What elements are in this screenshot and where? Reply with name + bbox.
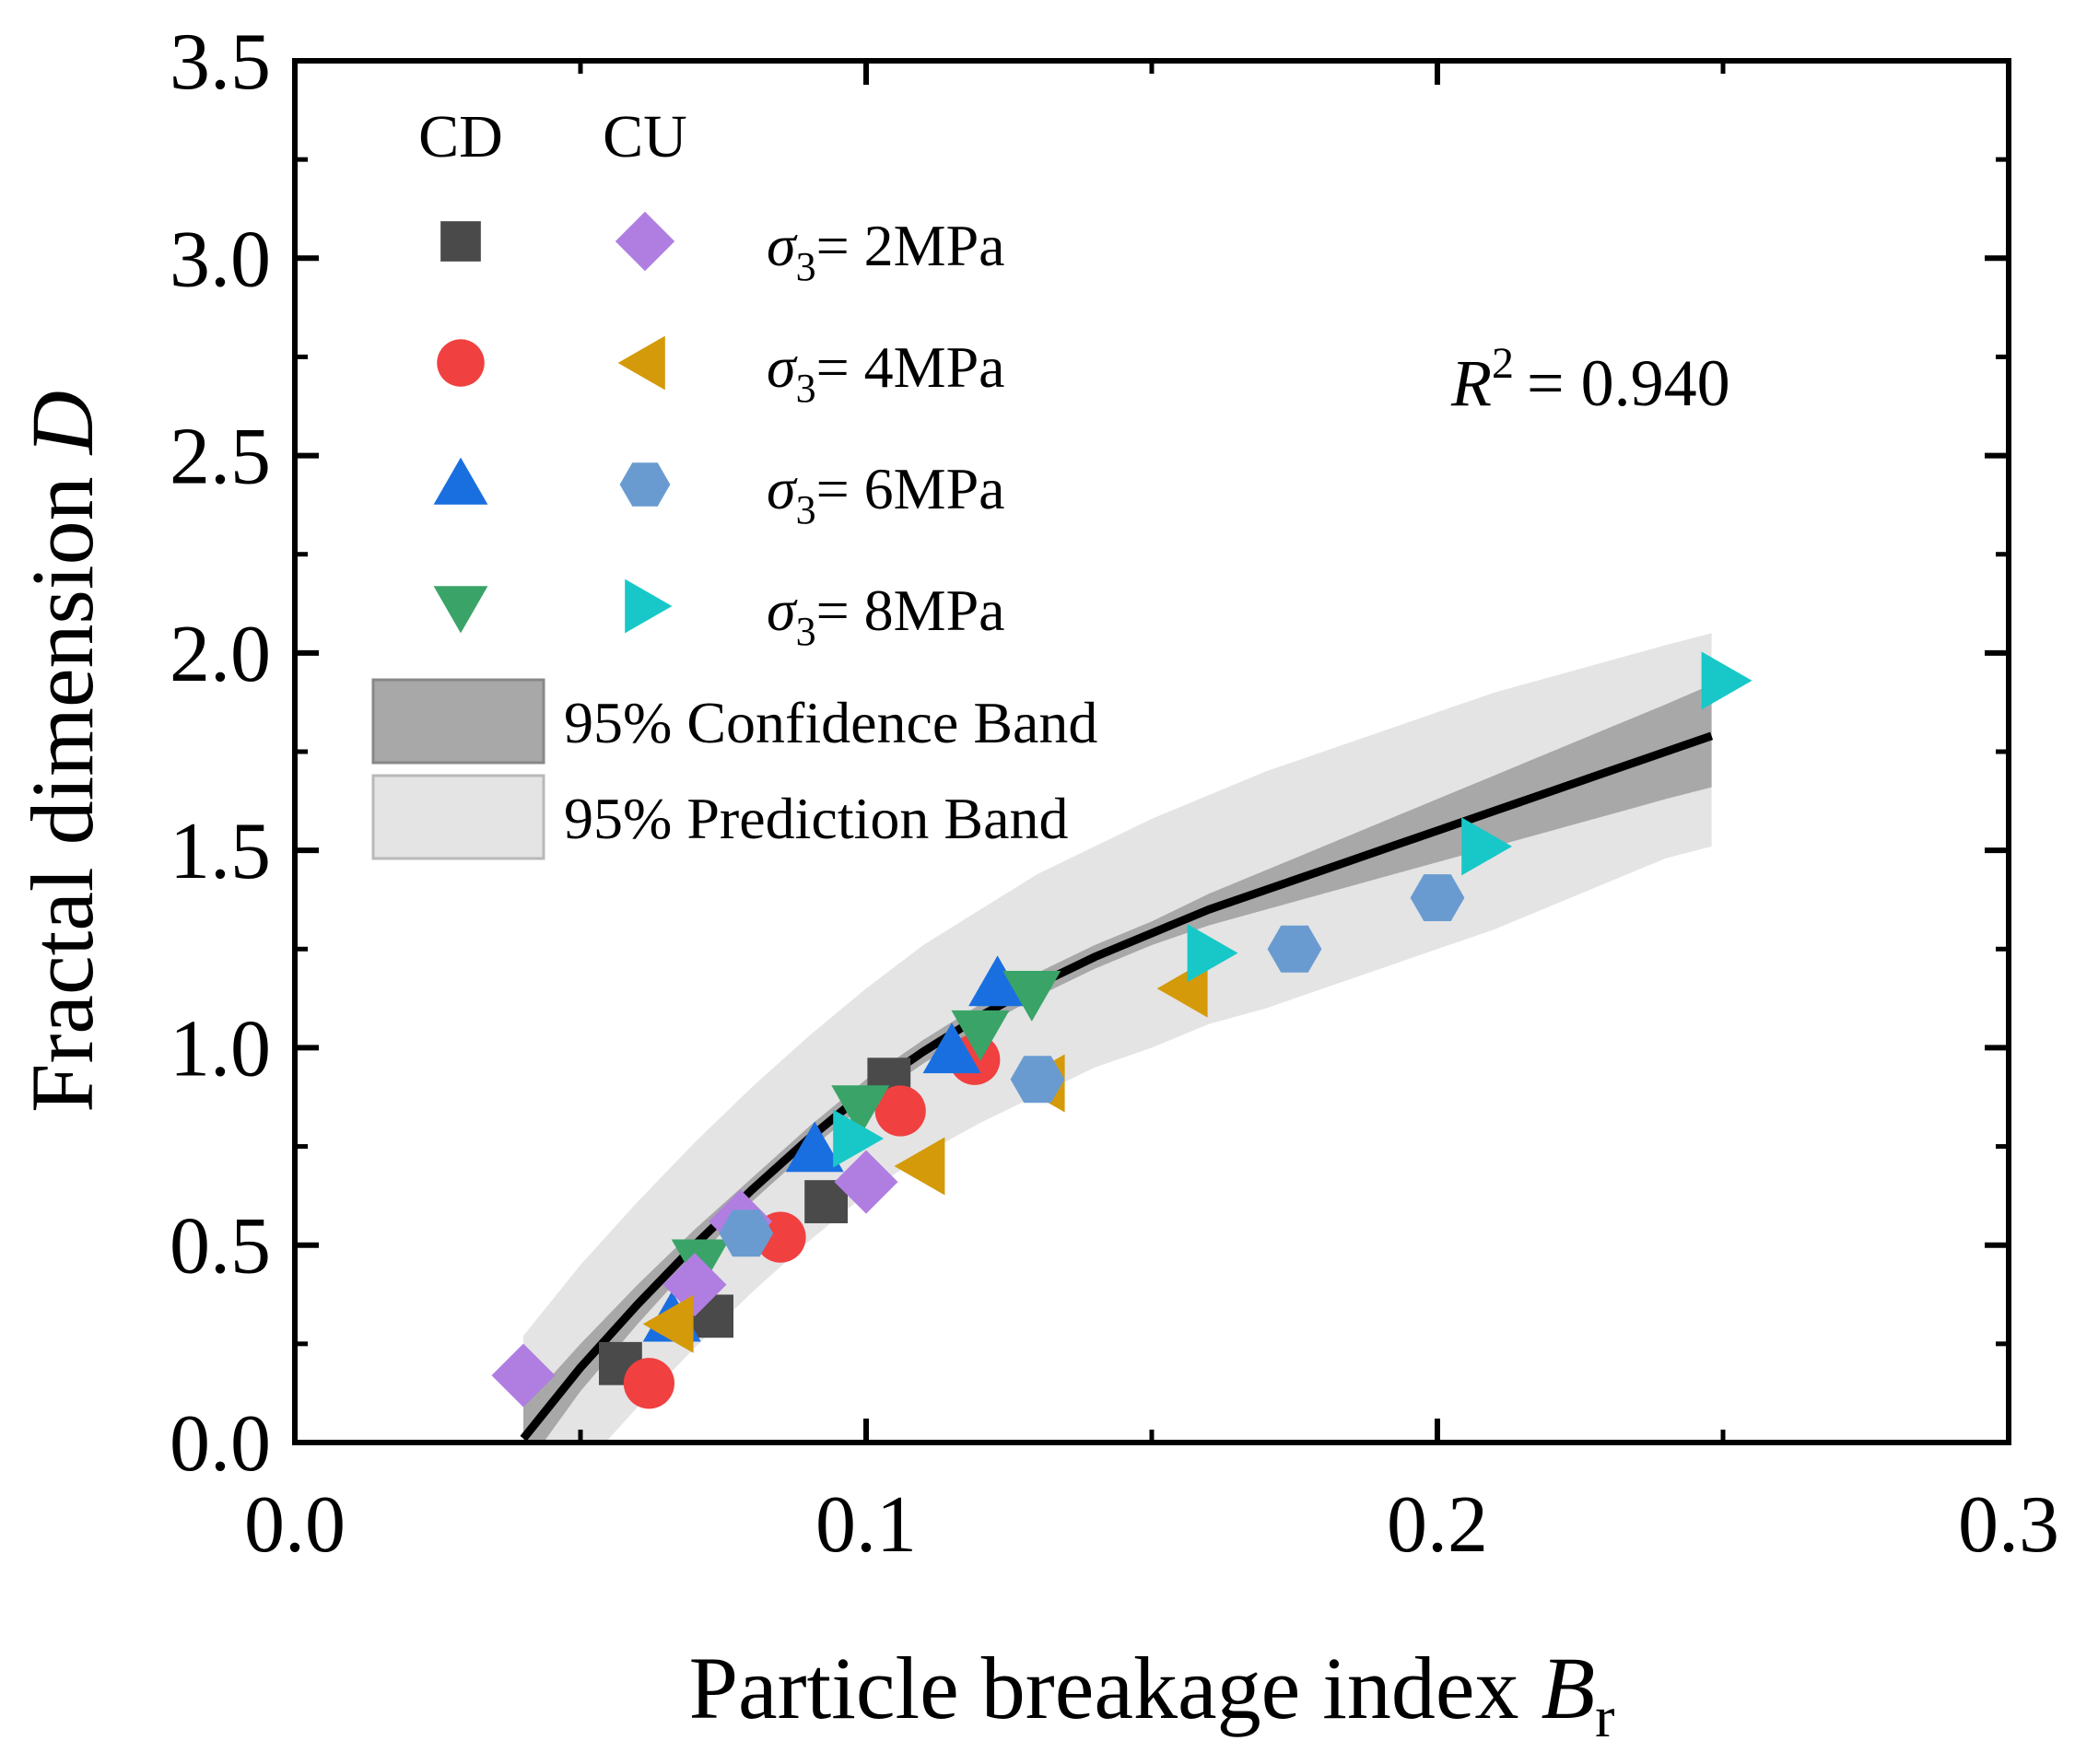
x-tick-label: 0.3: [1958, 1480, 2059, 1570]
x-axis-title-subscript: r: [1595, 1684, 1614, 1749]
y-tick-label: 0.5: [170, 1202, 271, 1291]
y-axis-title: Fractal dimension D: [13, 391, 111, 1113]
legend-header-cd: CD: [418, 103, 503, 170]
confidence-band: [523, 684, 1712, 1443]
r-squared-symbol: R: [1450, 346, 1492, 420]
legend-label-confidence-band: 95% Confidence Band: [564, 690, 1097, 755]
data-point: [785, 1121, 844, 1173]
legend-sigma-subscript: 3: [796, 487, 816, 532]
x-tick-label: 0.0: [244, 1480, 346, 1570]
y-tick-label: 3.5: [170, 18, 271, 107]
data-point: [968, 955, 1027, 1007]
data-point: [834, 1150, 898, 1214]
x-tick-label: 0.1: [815, 1480, 917, 1570]
y-tick-label: 1.5: [170, 807, 271, 896]
legend-sigma-subscript: 3: [796, 609, 816, 654]
data-point: [951, 1010, 1010, 1061]
bands-layer: [520, 633, 1714, 1443]
y-axis-title-symbol: D: [13, 391, 111, 456]
data-point: [1187, 924, 1238, 983]
legend-sigma: σ: [767, 456, 798, 521]
legend-sigma-subscript: 3: [796, 244, 816, 289]
data-point: [833, 1109, 885, 1168]
plot-frame: [292, 58, 2011, 1445]
legend-sigma-subscript: 3: [796, 366, 816, 411]
legend-header-cu: CU: [603, 103, 687, 170]
legend-label-6mpa: σ3= 6MPa: [767, 456, 1005, 532]
data-point: [874, 1085, 926, 1137]
legend-label-prediction-band: 95% Prediction Band: [564, 786, 1068, 851]
legend-marker-cu: [615, 211, 675, 272]
x-tick-label: 0.2: [1387, 1480, 1488, 1570]
data-point: [1701, 651, 1753, 710]
legend-label-2mpa: σ3= 2MPa: [767, 213, 1005, 289]
r-squared-superscript: 2: [1492, 339, 1514, 388]
y-tick-label: 1.0: [170, 1004, 271, 1093]
legend-swatch-prediction-band: [371, 774, 545, 860]
data-point: [1410, 874, 1465, 921]
y-tick-label: 2.5: [170, 413, 271, 502]
r-squared-value: = 0.940: [1527, 346, 1730, 420]
legend-sigma: σ: [767, 213, 798, 278]
legend-swatch-confidence-band: [371, 678, 545, 765]
y-axis-title-text: Fractal dimension: [13, 476, 111, 1113]
x-axis-title-text: Particle breakage index: [689, 1639, 1519, 1737]
legend-marker-cd: [433, 457, 488, 505]
legend-pressure: = 6MPa: [816, 456, 1005, 521]
legend-marker-cu: [619, 462, 671, 507]
data-point: [831, 1085, 890, 1137]
legend-pressure: = 4MPa: [816, 334, 1005, 400]
x-axis-title: Particle breakage index Br: [689, 1639, 1615, 1749]
legend-marker-cd: [437, 339, 485, 387]
data-point: [1461, 817, 1513, 876]
legend-label-4mpa: σ3= 4MPa: [767, 334, 1005, 411]
legend-sigma: σ: [767, 578, 798, 643]
data-point: [922, 1022, 981, 1074]
y-tick-label: 0.0: [170, 1399, 271, 1489]
legend: CD CU σ3= 2MPa σ3= 4MPa σ3= 6MPa σ3= 8MP…: [371, 103, 1097, 860]
legend-label-8mpa: σ3= 8MPa: [767, 578, 1005, 654]
legend-pressure: = 2MPa: [816, 213, 1005, 278]
data-point: [1010, 1056, 1065, 1104]
data-point: [719, 1209, 774, 1257]
legend-marker-cd: [440, 221, 481, 262]
data-point: [491, 1343, 556, 1408]
data-point: [894, 1137, 945, 1196]
series-cu-6mpa: [719, 874, 1465, 1257]
series-cu-8mpa: [833, 651, 1753, 1168]
r-squared-annotation: R2 = 0.940: [1450, 339, 1730, 420]
data-point: [662, 1253, 727, 1317]
legend-marker-cu: [625, 578, 673, 634]
data-point: [623, 1358, 675, 1409]
ticks-layer: 0.0 0.1 0.2 0.3 0.0 0.5 1.0 1.5 2.0 2.5 3.0 3.5: [170, 18, 2059, 1570]
legend-marker-cd: [433, 586, 488, 634]
y-tick-label: 2.0: [170, 610, 271, 699]
data-point: [1002, 971, 1061, 1022]
legend-sigma: σ: [767, 334, 798, 400]
legend-pressure: = 8MPa: [816, 578, 1005, 643]
x-axis-title-symbol: B: [1541, 1639, 1595, 1737]
points-layer: [491, 651, 1753, 1409]
data-point: [642, 1294, 694, 1353]
data-point: [1267, 925, 1322, 973]
legend-markers: [433, 211, 675, 634]
legend-marker-cu: [617, 335, 665, 391]
y-tick-label: 3.0: [170, 215, 271, 304]
